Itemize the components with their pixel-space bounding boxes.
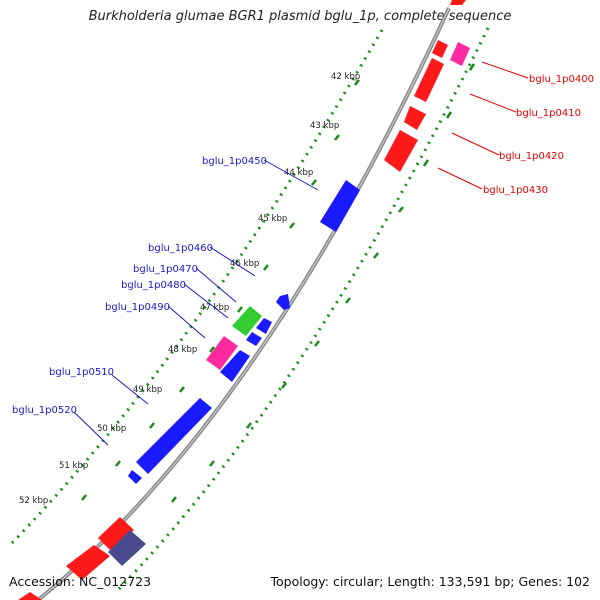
- gene-label: bglu_1p0400: [529, 74, 594, 85]
- tick-label: 49 kbp: [133, 385, 162, 395]
- backbone-arc: [36, 7, 451, 600]
- inner-ring-ticks: [171, 63, 476, 503]
- gene-arrow: [128, 470, 142, 484]
- tick-label: 50 kbp: [97, 424, 126, 434]
- tick-label: 43 kbp: [310, 121, 339, 131]
- map-title: Burkholderia glumae BGR1 plasmid bglu_1p…: [88, 9, 512, 24]
- gene-arrow: [18, 592, 42, 600]
- gene-arrow: [136, 398, 212, 474]
- outer-ring-ticks: [81, 79, 360, 501]
- gene-arrow: [108, 530, 146, 566]
- gene-arrow: [220, 350, 250, 382]
- inner-tick-ring: [116, 27, 490, 592]
- gene-arrow: [450, 0, 466, 5]
- gene-label: bglu_1p0430: [483, 185, 548, 196]
- gene-label: bglu_1p0460: [148, 243, 213, 254]
- gene-label: bglu_1p0470: [133, 264, 198, 275]
- gene-arrow: [432, 40, 448, 58]
- outer-tick-ring: [8, 29, 384, 547]
- forward-genes: [18, 0, 466, 600]
- gene-arrow: [414, 58, 444, 102]
- tick-labels: 42 kbp 43 kbp 44 kbp 45 kbp 46 kbp 47 kb…: [19, 72, 360, 506]
- gene-arrow: [256, 318, 272, 334]
- gene-label: bglu_1p0480: [121, 280, 186, 291]
- gene-arrow: [384, 130, 418, 172]
- gene-arrow: [320, 180, 360, 232]
- reverse-genes: [128, 180, 360, 484]
- gene-arrow: [98, 517, 134, 550]
- tick-label: 44 kbp: [284, 168, 313, 178]
- tick-label: 51 kbp: [59, 461, 88, 471]
- leader-lines: [73, 61, 529, 446]
- tick-label: 45 kbp: [258, 214, 287, 224]
- gene-label: bglu_1p0420: [499, 151, 564, 162]
- gene-label: bglu_1p0510: [49, 367, 114, 378]
- tick-label: 46 kbp: [230, 259, 259, 269]
- gene-arrow: [232, 306, 262, 336]
- topology-summary: Topology: circular; Length: 133,591 bp; …: [270, 574, 591, 589]
- gene-label: bglu_1p0450: [202, 156, 267, 167]
- gene-arrow: [450, 42, 470, 66]
- gene-arrow: [66, 545, 110, 580]
- gene-labels: bglu_1p0400 bglu_1p0410 bglu_1p0420 bglu…: [12, 74, 594, 416]
- gene-arrow: [246, 332, 262, 346]
- gene-arrow: [206, 336, 238, 370]
- gene-arrow: [404, 106, 426, 130]
- tick-label: 48 kbp: [168, 345, 197, 355]
- gene-label: bglu_1p0410: [516, 108, 581, 119]
- tick-label: 52 kbp: [19, 496, 48, 506]
- tick-label: 42 kbp: [331, 72, 360, 82]
- gene-label: bglu_1p0520: [12, 405, 77, 416]
- accession-text: Accession: NC_012723: [9, 574, 152, 589]
- gene-arrow: [276, 294, 290, 310]
- gene-label: bglu_1p0490: [105, 302, 170, 313]
